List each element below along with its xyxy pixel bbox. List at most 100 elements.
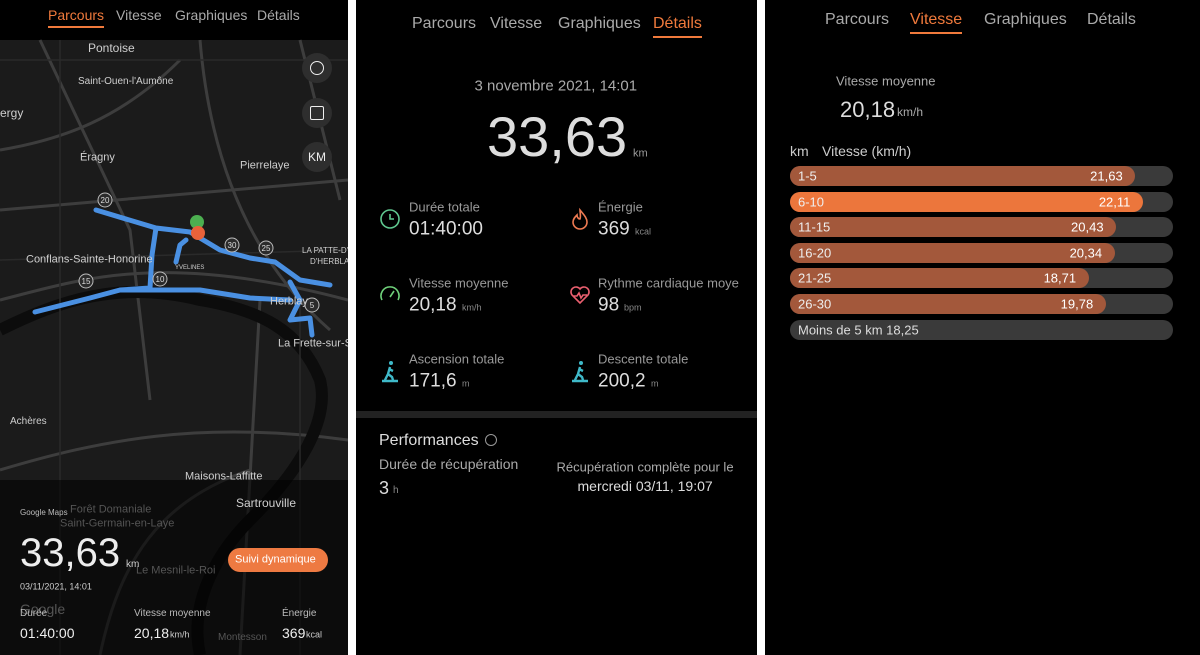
map-label: Éragny <box>80 151 115 164</box>
map-label: YVELINES <box>175 265 205 271</box>
map-label: Conflans-Sainte-Honorine <box>26 253 153 266</box>
tab-underline <box>653 36 702 38</box>
distance-unit: km <box>126 559 140 570</box>
datetime: 03/11/2021, 14:01 <box>20 581 92 592</box>
metric-unit: kcal <box>635 226 652 237</box>
tab[interactable]: Graphiques <box>175 7 248 23</box>
map-label: LA PATTE-D'OIE <box>302 246 348 255</box>
info-icon[interactable] <box>485 434 497 446</box>
map-screen: 20 30 25 15 10 5 Parcours Vitesse Graphiques Dét… <box>0 0 348 655</box>
icon-shape <box>389 214 394 220</box>
speed-screen: Parcours Vitesse Graphiques Détails Vitesse … <box>765 0 1200 655</box>
bar <box>790 191 1143 212</box>
metric-icon <box>572 361 588 383</box>
avg-unit: km/h <box>897 105 924 119</box>
metric-unit: km/h <box>462 302 482 313</box>
dynamic-button[interactable]: Suivi dynamique <box>228 548 328 572</box>
avg-value: 20,18 <box>840 97 896 122</box>
bar <box>790 294 1106 314</box>
icon-shape <box>570 286 590 305</box>
datetime: 3 novembre 2021, 14:01 <box>474 77 638 95</box>
icon-shape <box>389 290 395 298</box>
route-marker-label: 5 <box>310 301 315 310</box>
value-label: 18,71 <box>1043 270 1077 286</box>
route-marker-label: 30 <box>228 241 237 250</box>
separator <box>356 411 757 418</box>
tab-underline <box>910 32 962 34</box>
map-label: Herblay <box>270 295 308 308</box>
category-label: 1-5 <box>798 168 817 184</box>
tab[interactable]: Vitesse <box>910 11 963 28</box>
tab[interactable]: Détails <box>653 15 702 32</box>
map: 20 30 25 15 10 5 <box>0 0 348 655</box>
route-marker-label: 10 <box>156 275 165 284</box>
tab[interactable]: Graphiques <box>984 11 1067 28</box>
map-button[interactable] <box>302 53 332 83</box>
value-label: 21,63 <box>1090 168 1123 184</box>
map-label: Montesson <box>218 632 267 643</box>
map-button[interactable] <box>302 98 332 128</box>
icon-shape <box>389 361 393 365</box>
metric-icon <box>380 286 400 301</box>
stat-unit: km/h <box>170 629 190 640</box>
metric-unit: m <box>651 378 659 389</box>
map-label: D'HERBLAY <box>310 257 348 266</box>
stat-label: Énergie <box>282 608 317 619</box>
map-label: Saint-Germain-en-Laye <box>60 517 175 530</box>
tab[interactable]: Graphiques <box>558 15 641 32</box>
recovery-label: Durée de récupération <box>379 456 519 472</box>
bar <box>790 268 1089 289</box>
metric-icon <box>380 209 400 229</box>
route-marker <box>152 271 168 287</box>
stat-value: 20,18 <box>134 625 170 641</box>
map-button-icon <box>310 106 324 120</box>
metric-label: Rythme cardiaque moye <box>598 275 739 291</box>
tab[interactable]: Vitesse <box>490 15 543 32</box>
tab[interactable]: Parcours <box>412 15 477 32</box>
route-marker-label: 20 <box>101 196 110 205</box>
map-label: Saint-Ouen-l'Aumône <box>78 76 174 87</box>
header-bg <box>0 0 348 40</box>
metric-unit: bpm <box>624 302 642 313</box>
route-marker-label: 15 <box>82 277 91 286</box>
avg-label: Vitesse moyenne <box>836 73 936 89</box>
metric-unit: m <box>462 378 470 389</box>
tab[interactable]: Vitesse <box>116 7 162 23</box>
map-label: La Frette-sur-S <box>278 337 348 350</box>
value-label: 20,34 <box>1069 245 1103 261</box>
y-axis-label: Vitesse (km/h) <box>822 143 912 159</box>
metric-label: Durée totale <box>409 199 480 215</box>
metric-icon <box>570 286 590 305</box>
bar <box>790 242 1115 263</box>
section-title: Performances <box>379 432 479 449</box>
category-label: 6-10 <box>798 194 825 210</box>
attribution: Google Maps <box>20 508 68 517</box>
tab[interactable]: Détails <box>257 7 300 23</box>
route-marker <box>258 240 274 256</box>
tab[interactable]: Parcours <box>48 7 105 23</box>
value-label: 19,78 <box>1060 296 1094 312</box>
route-marker <box>224 237 240 253</box>
complete-value: mercredi 03/11, 19:07 <box>577 478 713 494</box>
map-button[interactable]: KM <box>302 142 332 172</box>
metric-value: 98 <box>598 294 620 316</box>
distance-value: 33,63 <box>487 105 628 168</box>
stat-unit: kcal <box>306 629 323 640</box>
stat-value: 369 <box>282 625 306 641</box>
value-label: 20,43 <box>1071 219 1104 235</box>
metric-icon <box>572 207 588 230</box>
tab[interactable]: Parcours <box>825 11 890 28</box>
category-label: 16-20 <box>798 245 832 261</box>
stat-value: 01:40:00 <box>20 625 75 641</box>
start-pin <box>190 215 204 229</box>
complete-label: Récupération complète pour le <box>556 459 734 475</box>
icon-shape <box>380 286 400 301</box>
tab-underline <box>48 25 104 28</box>
tab[interactable]: Détails <box>1087 11 1136 28</box>
google-logo: Google <box>20 601 66 617</box>
icon-shape <box>572 366 588 383</box>
stat-label: Durée <box>20 608 48 619</box>
bar <box>790 166 1136 186</box>
bar <box>790 217 1117 238</box>
footer-track <box>790 319 1173 340</box>
